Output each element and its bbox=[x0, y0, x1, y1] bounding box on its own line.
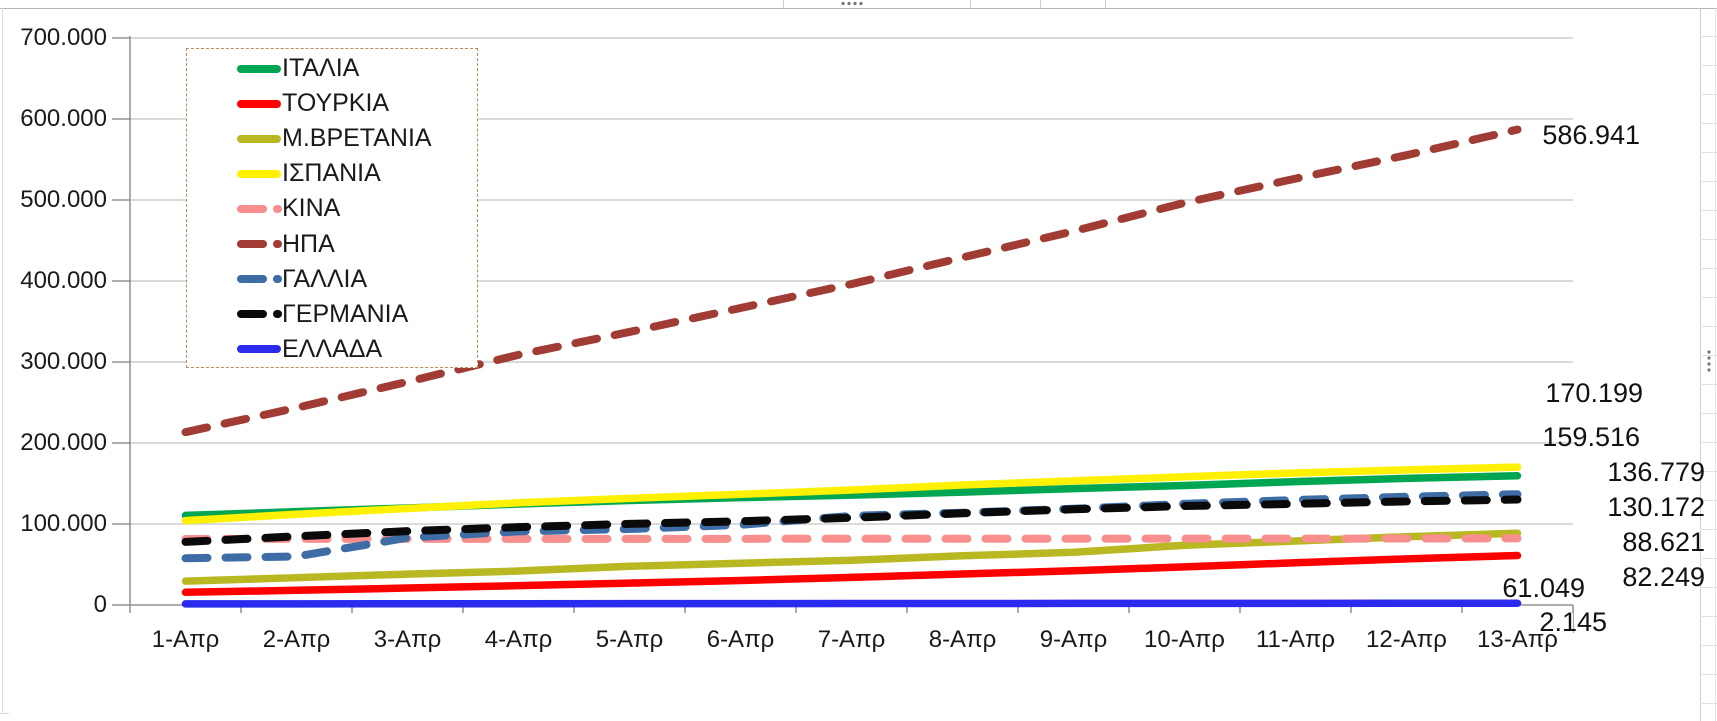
legend-item-germany[interactable]: ΓΕΡΜΑΝΙΑ bbox=[237, 297, 477, 332]
x-tick-label: 1-Απρ bbox=[151, 626, 220, 653]
legend-label: ΙΣΠΑΝΙΑ bbox=[282, 159, 381, 188]
data-label-usa: 586.941 bbox=[1542, 120, 1640, 150]
legend-label: Μ.ΒΡΕΤΑΝΙΑ bbox=[282, 124, 432, 153]
chart-resize-handle-dot bbox=[841, 1, 845, 6]
series-line-usa[interactable] bbox=[181, 125, 1522, 437]
y-tick-label: 400.000 bbox=[20, 267, 107, 294]
x-tick-label: 12-Απρ bbox=[1366, 626, 1447, 653]
chart-resize-handle-dot bbox=[1707, 362, 1711, 366]
y-tick-label: 0 bbox=[93, 591, 107, 618]
x-tick-label: 11-Απρ bbox=[1255, 626, 1336, 653]
y-tick-label: 600.000 bbox=[20, 105, 107, 132]
legend-swatch-spain bbox=[237, 169, 282, 178]
chart-resize-handle-dot bbox=[853, 1, 857, 6]
series-line-spain[interactable] bbox=[181, 463, 1522, 525]
legend-item-usa[interactable]: ΗΠΑ bbox=[237, 227, 477, 262]
x-tick-label: 7-Απρ bbox=[817, 626, 886, 653]
x-tick-label: 6-Απρ bbox=[706, 626, 775, 653]
y-tick-label: 500.000 bbox=[20, 186, 107, 213]
legend-label: ΕΛΛΑΔΑ bbox=[282, 334, 383, 363]
x-tick-label: 9-Απρ bbox=[1039, 626, 1108, 653]
legend-label: ΚΙΝΑ bbox=[282, 194, 341, 223]
legend-label: ΓΑΛΛΙΑ bbox=[282, 264, 368, 293]
series-line-greece[interactable] bbox=[181, 599, 1522, 608]
x-tick-label: 13-Απρ bbox=[1477, 626, 1558, 653]
legend-item-spain[interactable]: ΙΣΠΑΝΙΑ bbox=[237, 156, 477, 191]
x-tick-label: 10-Απρ bbox=[1144, 626, 1225, 653]
chart-resize-handle-dot bbox=[1707, 356, 1711, 360]
legend-label: ΤΟΥΡΚΙΑ bbox=[282, 89, 390, 118]
y-tick-label: 700.000 bbox=[20, 24, 107, 51]
legend-swatch-france bbox=[237, 275, 282, 284]
legend-item-uk[interactable]: Μ.ΒΡΕΤΑΝΙΑ bbox=[237, 121, 477, 156]
chart-resize-handle-dot bbox=[1707, 350, 1711, 354]
legend-label: ΙΤΑΛΙΑ bbox=[282, 54, 360, 83]
x-tick-label: 5-Απρ bbox=[595, 626, 664, 653]
legend-item-china[interactable]: ΚΙΝΑ bbox=[237, 191, 477, 226]
legend-swatch-uk bbox=[237, 134, 282, 143]
legend-swatch-greece bbox=[237, 345, 282, 354]
series-line-france[interactable] bbox=[181, 490, 1522, 563]
series-line-germany[interactable] bbox=[181, 495, 1522, 546]
x-tick-label: 3-Απρ bbox=[373, 626, 442, 653]
chart-resize-handle-dot bbox=[847, 1, 851, 6]
y-tick-label: 300.000 bbox=[20, 348, 107, 375]
series-line-turkey[interactable] bbox=[181, 551, 1522, 597]
legend-label: ΗΠΑ bbox=[282, 229, 335, 258]
legend-swatch-china bbox=[237, 204, 282, 213]
y-tick-label: 200.000 bbox=[20, 429, 107, 456]
legend-swatch-italy bbox=[237, 64, 282, 73]
legend-swatch-germany bbox=[237, 310, 282, 319]
data-label-france: 136.779 bbox=[1607, 457, 1705, 487]
legend-swatch-turkey bbox=[237, 99, 282, 108]
x-tick-label: 4-Απρ bbox=[484, 626, 553, 653]
series-line-uk[interactable] bbox=[181, 529, 1522, 585]
data-label-turkey: 61.049 bbox=[1502, 573, 1585, 603]
legend-item-turkey[interactable]: ΤΟΥΡΚΙΑ bbox=[237, 86, 477, 121]
x-tick-label: 8-Απρ bbox=[928, 626, 997, 653]
y-tick-label: 100.000 bbox=[20, 510, 107, 537]
chart-legend[interactable]: ΙΤΑΛΙΑ ΤΟΥΡΚΙΑ Μ.ΒΡΕΤΑΝΙΑ ΙΣΠΑΝΙΑ ΚΙΝΑ ΗΠΑ ΓΑΛ… bbox=[186, 48, 478, 368]
legend-item-greece[interactable]: ΕΛΛΑΔΑ bbox=[237, 332, 477, 367]
legend-item-italy[interactable]: ΙΤΑΛΙΑ bbox=[237, 51, 477, 86]
data-label-china: 82.249 bbox=[1622, 562, 1705, 592]
legend-swatch-usa bbox=[237, 240, 282, 249]
data-label-italy: 159.516 bbox=[1542, 422, 1640, 452]
chart-resize-handle-dot bbox=[1707, 368, 1711, 372]
legend-label: ΓΕΡΜΑΝΙΑ bbox=[282, 299, 409, 328]
data-label-greece: 2.145 bbox=[1539, 607, 1607, 637]
legend-item-france[interactable]: ΓΑΛΛΙΑ bbox=[237, 262, 477, 297]
x-tick-label: 2-Απρ bbox=[262, 626, 331, 653]
data-label-spain: 170.199 bbox=[1545, 378, 1643, 408]
data-label-germany: 130.172 bbox=[1607, 492, 1705, 522]
data-label-uk: 88.621 bbox=[1622, 527, 1705, 557]
chart-resize-handle-dot bbox=[859, 1, 863, 6]
